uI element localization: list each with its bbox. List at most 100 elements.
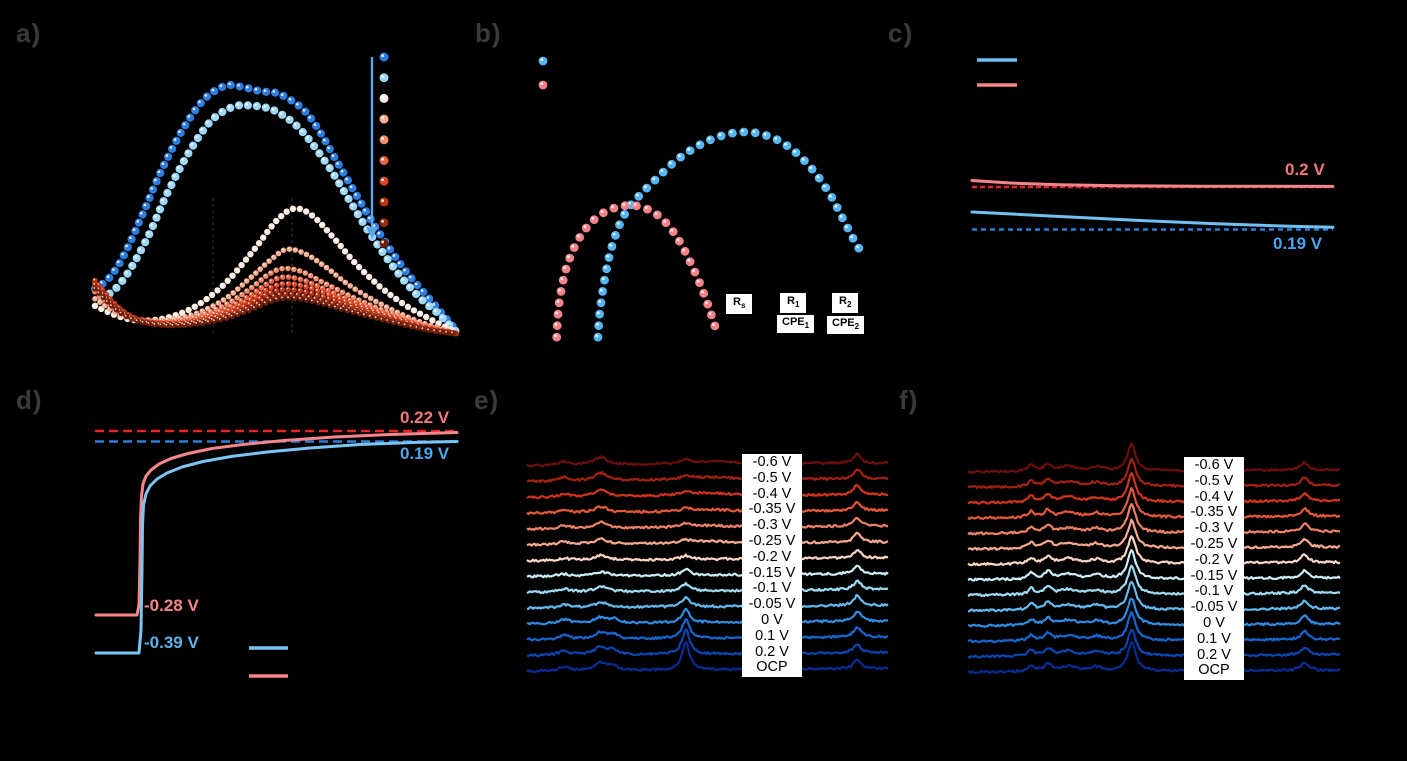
spectrum-trace--0.05 V (967, 580, 1341, 613)
spectrum-trace-0.1 V (526, 618, 889, 642)
spectrum-trace--0.2 V (526, 548, 889, 563)
voltage-label: -0.2 V (752, 548, 792, 565)
panel-d-plateau-label-blue: 0.19 V (400, 444, 450, 463)
series-nyquist-blue (593, 127, 864, 342)
circuit-r2-sub: 2 (846, 300, 852, 310)
spectrum-trace--0.15 V (526, 564, 889, 579)
series-potential-0.2V (970, 179, 1335, 188)
circuit-r1-label: R1 (780, 293, 807, 314)
panel-c-chart (970, 58, 1335, 231)
circuit-rs-main: R (733, 296, 741, 308)
circuit-cpe1-main: CPE (782, 316, 805, 328)
circuit-r2-label: R2 (832, 293, 859, 314)
panel-d-plateau-label-pink: 0.22 V (400, 408, 450, 427)
series-step-pink (94, 431, 459, 617)
spectrum-trace--0.3 V (967, 502, 1340, 536)
spectrum-trace--0.6 V (526, 452, 889, 468)
voltage-label: -0.15 V (748, 564, 796, 581)
panel-d-letter: d) (16, 385, 43, 415)
voltage-label: -0.1 V (752, 580, 792, 597)
panel-e-letter: e) (474, 385, 500, 415)
spectrum-trace--0.5 V (526, 468, 889, 484)
circuit-cpe2-label: CPE2 (827, 316, 865, 335)
spectrum-trace--0.3 V (526, 516, 889, 531)
voltage-label: 0.2 V (1197, 646, 1231, 663)
voltage-label: -0.5 V (752, 469, 792, 486)
voltage-label: -0.3 V (1194, 520, 1234, 537)
panel-f-voltage-labels: -0.6 V -0.5 V -0.4 V -0.35 V -0.3 V -0.25 V -0… (1184, 457, 1244, 681)
voltage-label: 0.2 V (755, 643, 789, 660)
circuit-cpe2-main: CPE (832, 317, 855, 329)
panel-e-voltage-labels: -0.6 V -0.5 V -0.4 V -0.35 V -0.3 V -0.25 V -0… (742, 454, 802, 678)
voltage-label: OCP (756, 659, 788, 676)
spectrum-trace--0.35 V (967, 486, 1341, 521)
spectrum-trace--0.35 V (526, 500, 889, 516)
series-potential-0.19V (970, 210, 1335, 229)
voltage-label: -0.35 V (1190, 504, 1238, 521)
spectrum-trace-OCP (526, 641, 889, 674)
voltage-label: 0.1 V (1197, 630, 1231, 647)
spectrum-trace--0.05 V (526, 593, 889, 610)
panel-e-chart (526, 452, 889, 674)
panel-d-step-label-pink: -0.28 V (144, 596, 199, 615)
panel-b-letter: b) (475, 18, 502, 48)
voltage-label: -0.4 V (1194, 488, 1234, 505)
voltage-label: -0.05 V (748, 596, 796, 613)
voltage-label: 0 V (1203, 614, 1225, 631)
circuit-r2-main: R (839, 295, 847, 307)
voltage-label: -0.5 V (1194, 472, 1234, 489)
voltage-label: -0.05 V (1190, 599, 1238, 616)
voltage-label: -0.25 V (1190, 535, 1238, 552)
voltage-label: -0.6 V (752, 454, 792, 470)
panel-c-potential-label-red: 0.2 V (1285, 160, 1325, 179)
spectrum-trace-0 V (526, 607, 889, 626)
voltage-label: -0.4 V (752, 485, 792, 502)
spectrum-trace--0.1 V (526, 579, 889, 595)
panel-d-step-label-blue: -0.39 V (144, 633, 199, 652)
panel-d-chart (94, 429, 459, 678)
series-cycle-10 (92, 286, 456, 337)
spectrum-trace--0.4 V (967, 472, 1341, 505)
spectrum-trace--0.5 V (967, 457, 1341, 490)
voltage-label: -0.15 V (1190, 567, 1238, 584)
spectrum-trace--0.25 V (526, 531, 889, 547)
circuit-cpe2-sub: 2 (854, 322, 860, 332)
spectrum-trace-OCP (967, 641, 1341, 675)
series-step-blue (94, 440, 459, 655)
voltage-label: -0.6 V (1194, 457, 1234, 473)
spectrum-trace--0.4 V (526, 484, 889, 500)
circuit-r1-main: R (787, 295, 795, 307)
spectrum-trace--0.6 V (967, 442, 1341, 474)
spectrum-trace-0.2 V (967, 628, 1341, 659)
voltage-label: -0.35 V (748, 501, 796, 518)
circuit-rs-label: Rs (726, 294, 753, 315)
panel-a-chart (90, 52, 460, 337)
panel-f-letter: f) (899, 385, 919, 415)
panel-c-letter: c) (888, 18, 914, 48)
series-cycle-03 (91, 205, 455, 333)
circuit-cpe1-label: CPE1 (777, 315, 815, 334)
spectrum-trace--0.2 V (967, 535, 1341, 567)
series-nyquist-pink (552, 201, 720, 342)
voltage-label: -0.2 V (1194, 551, 1234, 568)
panel-b-chart (538, 56, 864, 342)
panel-f-chart (967, 442, 1341, 675)
voltage-label: -0.3 V (752, 517, 792, 534)
circuit-rs-sub: s (740, 301, 746, 311)
series-cycle-01 (90, 80, 457, 331)
voltage-label: 0 V (761, 611, 783, 628)
voltage-label: -0.25 V (748, 532, 796, 549)
circuit-r1-sub: 1 (794, 300, 800, 310)
panel-a-legend (366, 52, 389, 248)
spectrum-trace--0.25 V (967, 518, 1341, 551)
panel-a-letter: a) (16, 18, 42, 48)
spectrum-trace-0.1 V (967, 610, 1341, 644)
spectrum-trace--0.15 V (967, 548, 1341, 582)
voltage-label: -0.1 V (1194, 583, 1234, 600)
voltage-label: 0.1 V (755, 627, 789, 644)
spectrum-trace--0.1 V (967, 564, 1341, 598)
spectrum-trace-0.2 V (526, 628, 889, 658)
spectrum-trace-0 V (967, 597, 1341, 628)
